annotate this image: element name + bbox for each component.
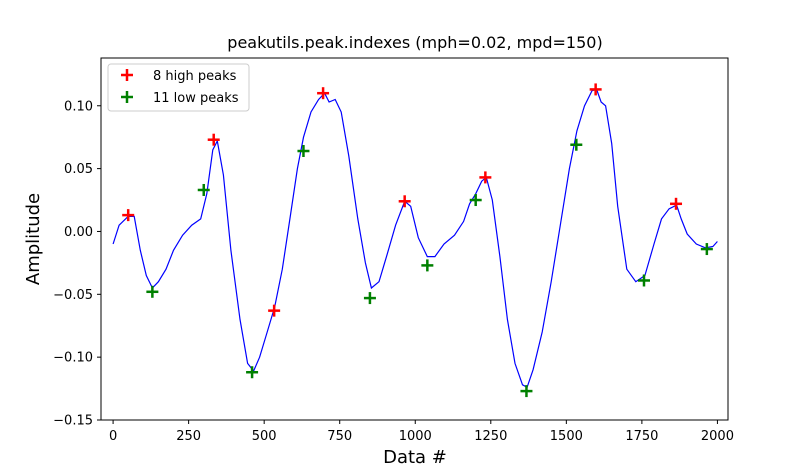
x-axis: 0 250 500 750 1000 1250 1500 1750 2000 (109, 420, 734, 444)
low-peak-marker (197, 183, 210, 196)
y-tick-label: 0.10 (64, 99, 93, 114)
y-axis: −0.15 −0.10 −0.05 0.00 0.05 0.10 (53, 99, 101, 429)
axes-frame (100, 57, 729, 421)
low-peak-marker (363, 292, 376, 305)
high-peak-marker (398, 195, 411, 208)
low-peak-marker (570, 138, 583, 151)
legend-label-low: 11 low peaks (153, 91, 239, 106)
y-tick-label: −0.15 (53, 414, 93, 429)
signal-layer (112, 88, 718, 389)
x-axis-label: Data # (383, 447, 447, 468)
high-peak-marker (207, 133, 220, 146)
legend-label-high: 8 high peaks (153, 69, 237, 84)
x-tick-label: 2000 (701, 429, 734, 444)
marker-layer (122, 83, 713, 398)
legend: 8 high peaks 11 low peaks (107, 63, 250, 112)
low-peak-marker (297, 145, 310, 158)
legend-box (107, 63, 250, 112)
high-peak-marker (589, 83, 602, 96)
chart-title: peakutils.peak.indexes (mph=0.02, mpd=15… (227, 33, 602, 52)
y-tick-label: 0.00 (64, 225, 93, 240)
axes-background (101, 58, 728, 420)
low-peak-marker (520, 385, 533, 398)
x-tick-label: 1750 (625, 429, 658, 444)
y-tick-label: −0.10 (53, 351, 93, 366)
x-tick-label: 0 (109, 429, 117, 444)
signal-line (112, 88, 718, 389)
low-peak-marker (469, 194, 482, 207)
high-peak-marker (670, 197, 683, 210)
low-peak-marker (637, 274, 650, 287)
x-tick-label: 1500 (550, 429, 583, 444)
high-peak-marker (122, 209, 135, 222)
plot-area (100, 57, 729, 421)
x-tick-label: 1250 (474, 429, 507, 444)
x-tick-label: 1000 (399, 429, 432, 444)
low-peak-marker (146, 285, 159, 298)
y-tick-label: −0.05 (53, 288, 93, 303)
high-peak-marker (317, 87, 330, 100)
y-tick-label: 0.05 (64, 162, 93, 177)
y-axis-label: Amplitude (23, 193, 44, 285)
x-tick-label: 750 (327, 429, 352, 444)
low-peak-marker (421, 259, 434, 272)
high-peak-marker (268, 304, 281, 317)
low-peak-marker (246, 366, 259, 379)
legend-marker-low (121, 91, 133, 103)
legend-marker-high (121, 69, 133, 81)
low-peak-marker (700, 243, 713, 256)
x-tick-label: 250 (176, 429, 201, 444)
x-tick-label: 500 (252, 429, 277, 444)
high-peak-marker (479, 171, 492, 184)
